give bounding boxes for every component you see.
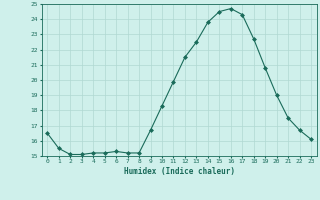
X-axis label: Humidex (Indice chaleur): Humidex (Indice chaleur): [124, 167, 235, 176]
